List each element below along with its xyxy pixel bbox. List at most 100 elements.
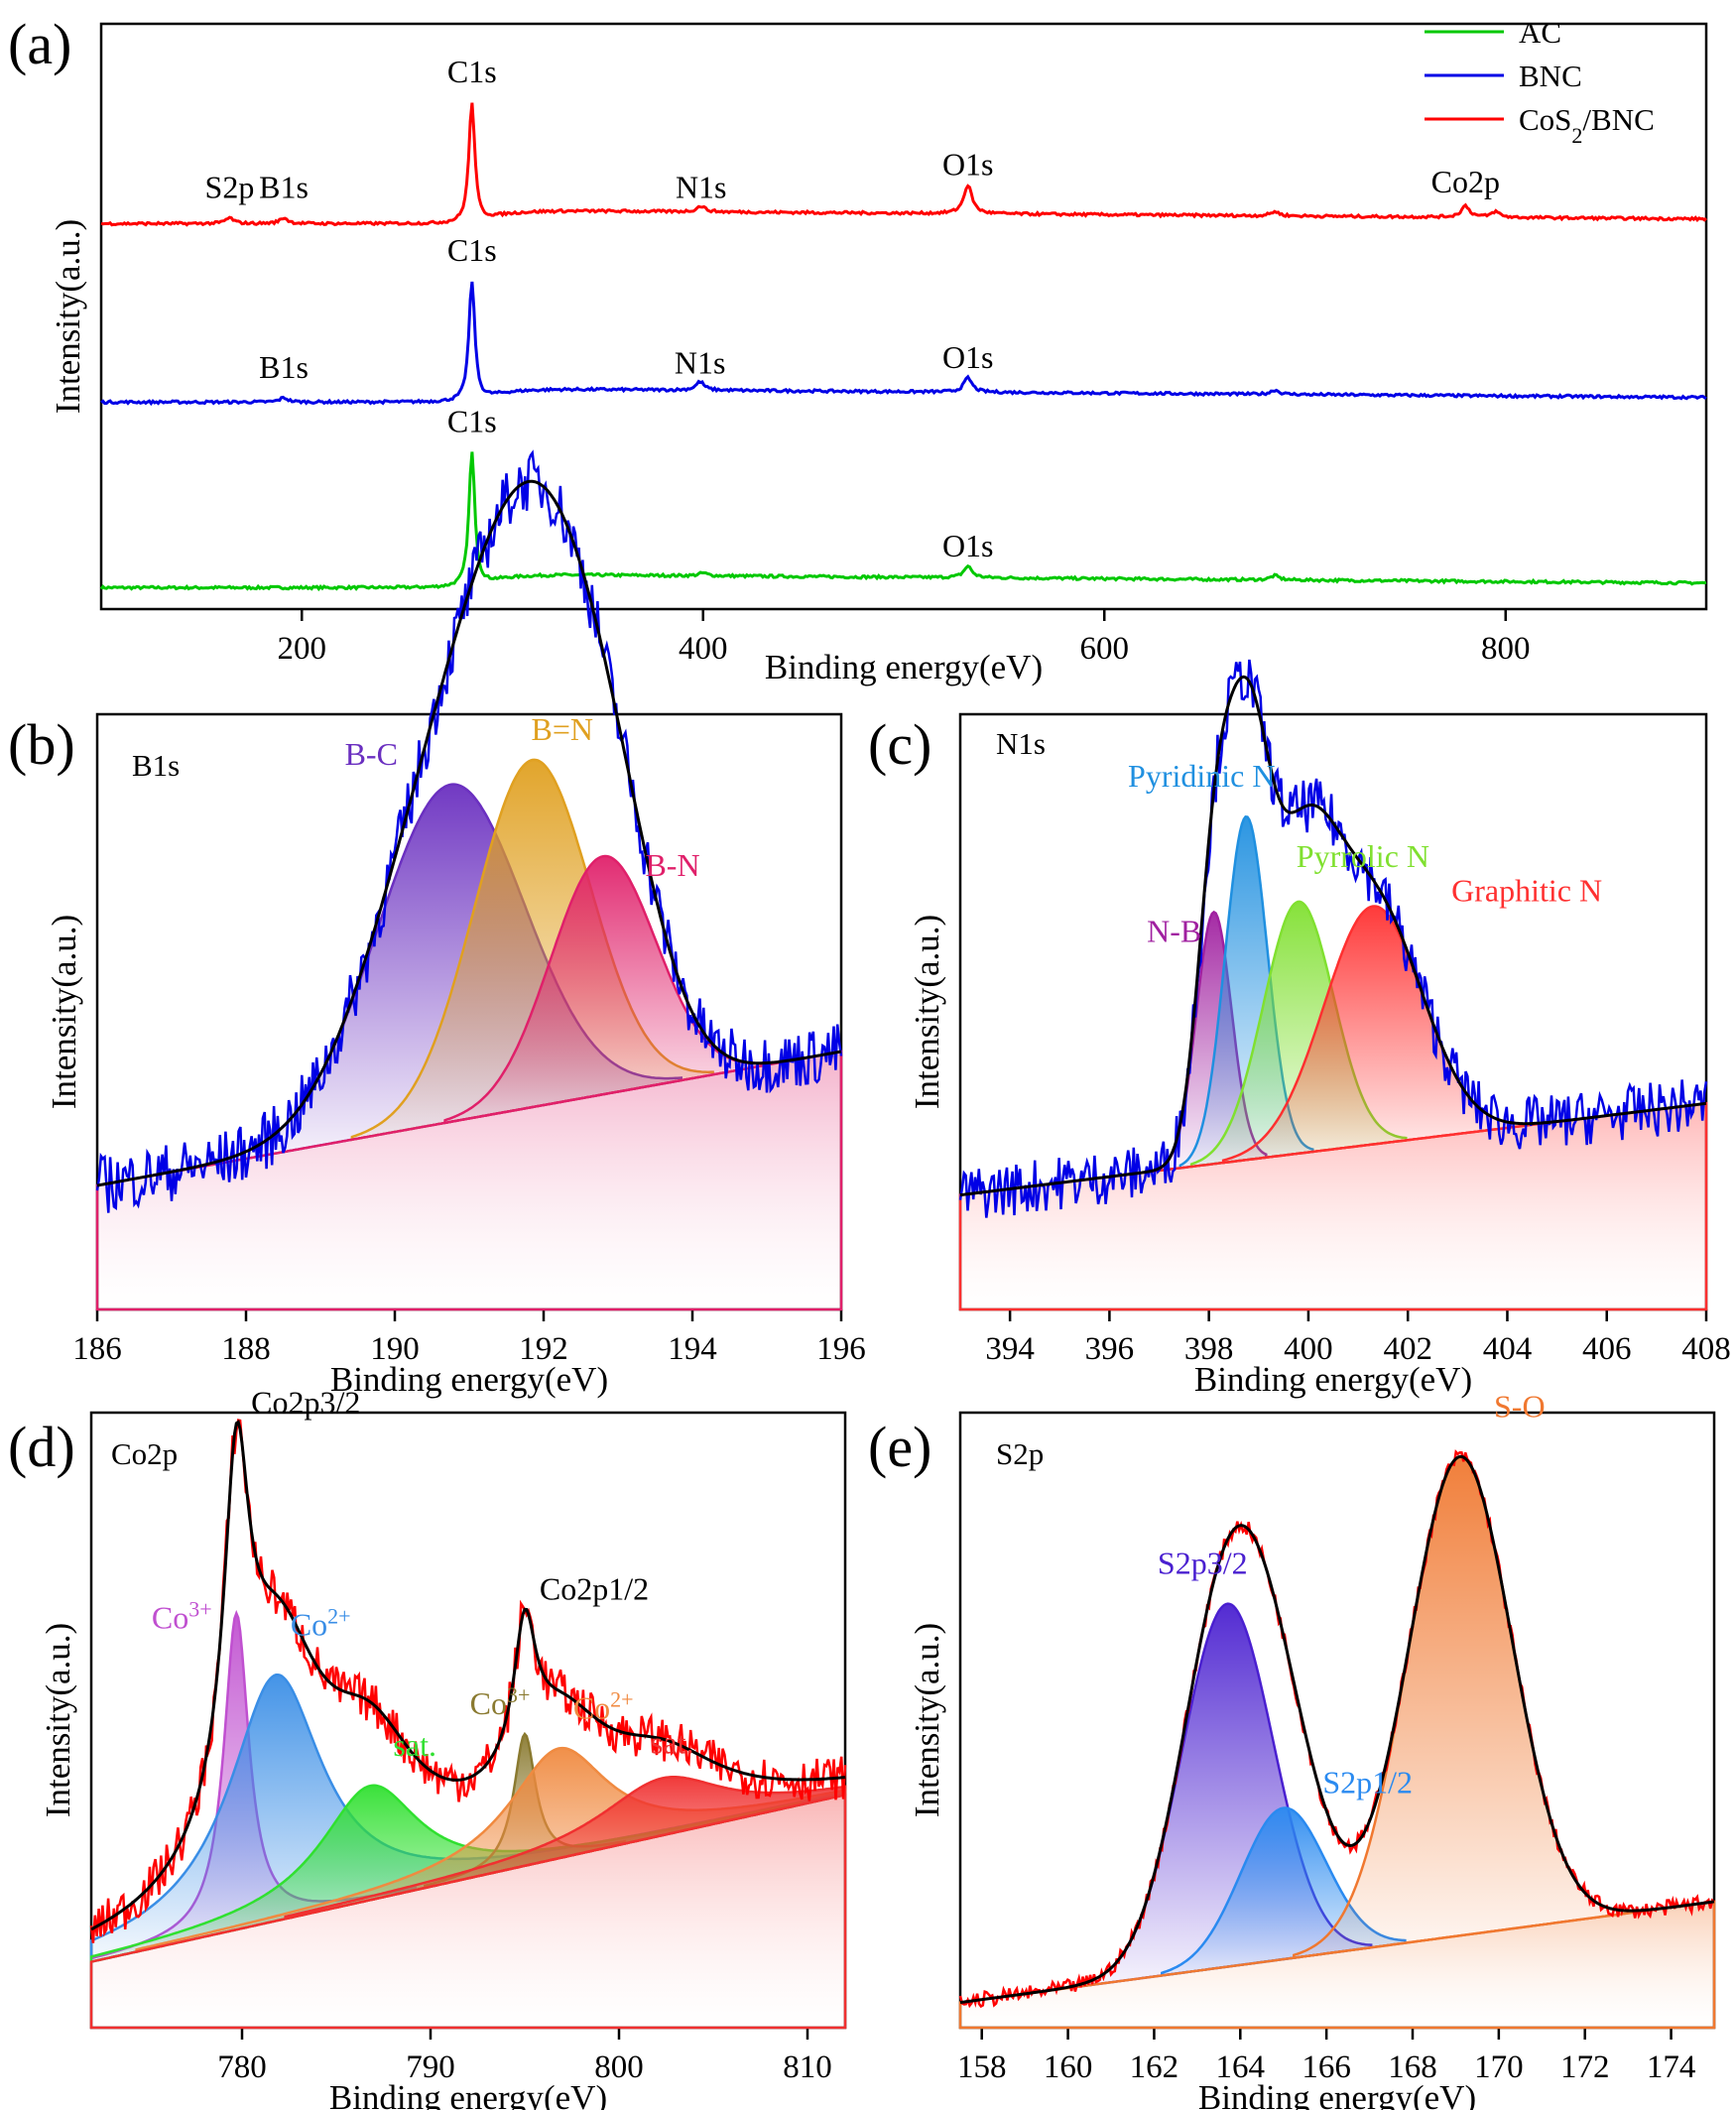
- peak-label: N1s: [676, 170, 727, 205]
- panel-letter: (d): [8, 1415, 75, 1479]
- x-tick-label: 196: [816, 1331, 866, 1367]
- fit-envelope-line: [96, 479, 842, 1187]
- x-tick-label: 168: [1388, 2049, 1437, 2085]
- fit-envelope-line: [90, 1419, 846, 1931]
- series-line-cos2-bnc: [100, 102, 1708, 227]
- peak-label: O1s: [942, 528, 994, 563]
- peak-label: Co2p1/2: [540, 1570, 649, 1606]
- panel-title: B1s: [132, 748, 180, 783]
- panel-e: 158 160 162 164 166 168 170 172 174 Binding energ…: [868, 1388, 1716, 2110]
- component-label-n-b: N-B: [1147, 913, 1201, 948]
- panel-title: Co2p: [111, 1436, 178, 1471]
- x-tick-label: 398: [1184, 1331, 1234, 1367]
- panel-a: 200 400 600 800 Binding energy(eV) Intensity(…: [8, 12, 1708, 686]
- legend: AC BNC CoS2/BNC: [1425, 15, 1655, 148]
- y-axis-label: Intensity(a.u.): [39, 1623, 77, 1817]
- panel-letter: (c): [868, 712, 931, 777]
- component-label-co2: Co2+: [291, 1603, 351, 1643]
- legend-label-ac: AC: [1519, 15, 1561, 50]
- legend-label-cos2-bnc: CoS2/BNC: [1519, 102, 1655, 148]
- x-tick-label: 402: [1383, 1331, 1432, 1367]
- component-label-s2p3-2: S2p3/2: [1158, 1546, 1248, 1581]
- x-axis-label: Binding energy(eV): [329, 2078, 607, 2110]
- component-label-co2: Co2+: [573, 1686, 634, 1726]
- x-tick-label: 408: [1681, 1331, 1731, 1367]
- y-axis-label: Intensity(a.u.): [45, 915, 83, 1109]
- series-line-bnc: [100, 281, 1707, 407]
- legend-label-bnc: BNC: [1519, 59, 1582, 93]
- component-label-pyridinic-n: Pyridinic N: [1128, 758, 1275, 794]
- x-tick-label: 800: [1481, 631, 1531, 667]
- component-label-s2p1-2: S2p1/2: [1322, 1765, 1413, 1800]
- peak-label: B1s: [259, 170, 309, 205]
- peak-label: N1s: [675, 345, 726, 381]
- peak-label: C1s: [447, 54, 497, 89]
- x-tick-label: 404: [1483, 1331, 1533, 1367]
- peak-label: C1s: [447, 404, 497, 439]
- background-area: [89, 1793, 847, 2030]
- x-tick-label: 396: [1085, 1331, 1135, 1367]
- x-tick-label: 780: [217, 2049, 267, 2085]
- component-label-b-n: B=N: [532, 711, 594, 747]
- peak-label: S2p: [205, 170, 255, 205]
- component-label-co3: Co3+: [470, 1681, 531, 1721]
- component-label-co3: Co3+: [152, 1596, 212, 1636]
- panel-title: N1s: [996, 726, 1046, 761]
- peak-label: O1s: [942, 147, 994, 183]
- x-axis-label: Binding energy(eV): [1194, 1360, 1472, 1399]
- x-tick-label: 800: [594, 2049, 644, 2085]
- panel-title: S2p: [996, 1436, 1044, 1471]
- x-axis-label: Binding energy(eV): [765, 648, 1043, 686]
- x-tick-label: 600: [1080, 631, 1130, 667]
- x-tick-label: 186: [72, 1331, 122, 1367]
- panel-b: 186 188 190 192 194 196 Binding energy(eV) Inte…: [8, 449, 866, 1399]
- x-tick-label: 192: [519, 1331, 568, 1367]
- component-label-sat: sat.: [393, 1727, 436, 1763]
- panel-letter: (a): [8, 12, 71, 76]
- raw-spectrum-line: [958, 659, 1708, 1218]
- x-tick-label: 194: [668, 1331, 717, 1367]
- x-tick-label: 160: [1044, 2049, 1093, 2085]
- plot-frame: [99, 22, 1708, 611]
- peak-label: B1s: [259, 349, 309, 385]
- x-tick-label: 394: [985, 1331, 1035, 1367]
- x-tick-label: 400: [1284, 1331, 1333, 1367]
- x-tick-label: 406: [1582, 1331, 1632, 1367]
- x-tick-label: 172: [1560, 2049, 1610, 2085]
- x-tick-label: 400: [679, 631, 728, 667]
- fit-envelope-line: [959, 675, 1707, 1197]
- y-axis-label: Intensity(a.u.): [908, 1623, 946, 1817]
- x-tick-label: 170: [1474, 2049, 1524, 2085]
- x-tick-label: 162: [1130, 2049, 1179, 2085]
- y-axis-label: Intensity(a.u.): [908, 915, 946, 1109]
- panel-letter: (e): [868, 1415, 931, 1479]
- component-label-b-n: B-N: [645, 847, 699, 883]
- x-tick-label: 164: [1216, 2049, 1266, 2085]
- x-tick-label: 188: [221, 1331, 271, 1367]
- x-tick-label: 810: [783, 2049, 832, 2085]
- x-tick-label: 790: [406, 2049, 455, 2085]
- x-axis-label: Binding energy(eV): [1198, 2078, 1476, 2110]
- x-axis-label: Binding energy(eV): [330, 1360, 608, 1399]
- series-line-ac: [99, 451, 1707, 592]
- component-label-pyrrolic-n: Pyrrolic N: [1297, 838, 1429, 874]
- panel-c: 394 396 398 400 402 404 406 408 Binding energy(e…: [868, 659, 1731, 1399]
- peak-label: O1s: [942, 339, 994, 375]
- x-tick-label: 158: [957, 2049, 1007, 2085]
- x-tick-label: 166: [1302, 2049, 1351, 2085]
- panel-d: 780 790 800 810 Binding energy(eV) Intensity(…: [8, 1385, 847, 2110]
- x-tick-label: 174: [1647, 2049, 1696, 2085]
- peak-label: C1s: [447, 232, 497, 268]
- peak-label: Co2p: [1431, 164, 1500, 199]
- panel-letter: (b): [8, 712, 75, 777]
- component-label-s-o: S-O: [1494, 1388, 1546, 1424]
- y-axis-label: Intensity(a.u.): [49, 219, 87, 414]
- x-tick-label: 190: [370, 1331, 420, 1367]
- component-label-sat: sat.: [651, 1725, 694, 1761]
- component-label-b-c: B-C: [345, 736, 398, 772]
- component-label-graphitic-n: Graphitic N: [1451, 873, 1602, 909]
- fit-envelope-line: [959, 1454, 1715, 2005]
- x-tick-label: 200: [278, 631, 327, 667]
- peak-label: Co2p3/2: [251, 1385, 360, 1421]
